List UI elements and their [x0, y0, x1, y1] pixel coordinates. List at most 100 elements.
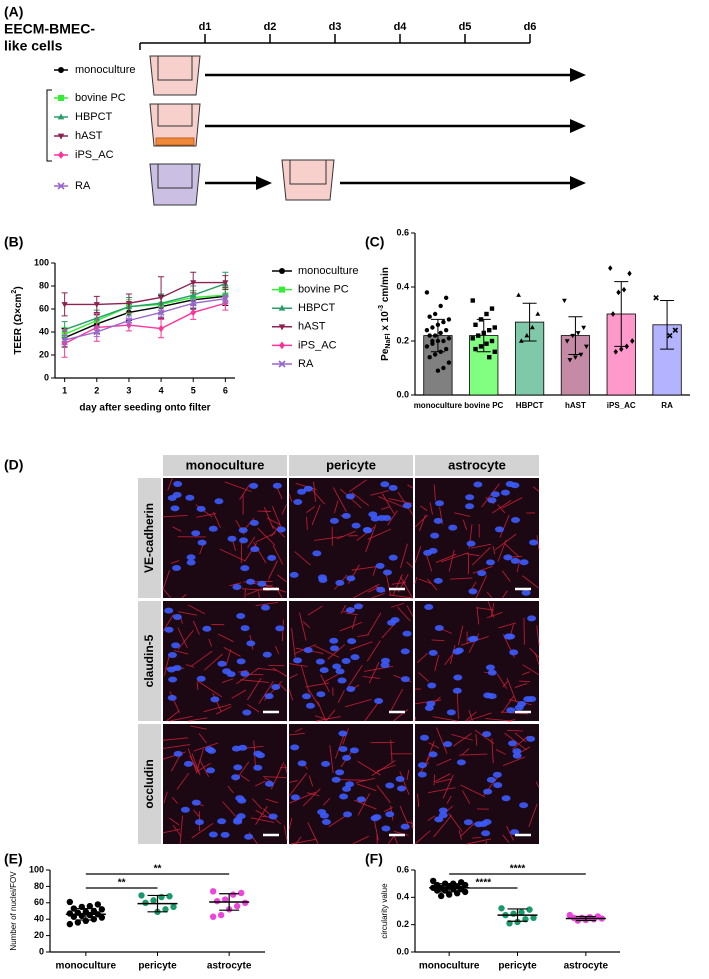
marker: [125, 317, 133, 324]
junction: [514, 682, 528, 688]
junction: [307, 605, 323, 616]
nucleus: [335, 769, 345, 776]
junction: [389, 688, 404, 713]
panel-label: (F): [365, 851, 383, 867]
nucleus: [343, 811, 353, 818]
junction: [258, 591, 260, 599]
y-tick-label: 80: [34, 881, 44, 891]
nucleus: [275, 625, 285, 632]
junction: [219, 548, 246, 562]
data-point: [98, 906, 106, 913]
junction: [492, 546, 496, 555]
marker: [443, 295, 449, 300]
marker: [564, 339, 570, 344]
junction: [362, 676, 381, 679]
junction: [257, 667, 278, 671]
marker: [489, 338, 495, 344]
marker: [435, 368, 441, 373]
junction: [263, 776, 288, 779]
label-part: TEER (Ω×cm: [13, 293, 24, 354]
nucleus: [342, 754, 352, 761]
nucleus: [345, 607, 355, 614]
junction: [294, 727, 303, 733]
junction: [365, 524, 377, 553]
junction: [433, 774, 435, 786]
data-point: [86, 902, 94, 910]
legend-label: iPS_AC: [298, 339, 337, 351]
y-tick-label: 60: [39, 303, 49, 313]
panel-label: (C): [365, 234, 384, 250]
junction: [383, 807, 393, 812]
nucleus: [417, 762, 427, 769]
nucleus: [191, 530, 201, 537]
series-line: [64, 283, 226, 331]
data-point: [437, 892, 445, 900]
marker: [473, 322, 478, 327]
axis-label: PeNaFl x 10-3 cm/min: [378, 267, 392, 361]
data-point: [166, 893, 173, 900]
marker: [441, 365, 446, 371]
junction: [414, 716, 417, 722]
marker: [190, 291, 197, 298]
marker: [581, 325, 587, 331]
nucleus: [380, 481, 390, 488]
column-label: astrocyte: [448, 457, 506, 472]
junction: [456, 691, 459, 720]
junction: [433, 484, 436, 501]
marker: [518, 338, 524, 343]
nucleus: [388, 554, 398, 561]
junction: [433, 815, 452, 838]
marker: [619, 346, 624, 352]
junction: [307, 822, 319, 845]
nucleus: [305, 702, 315, 709]
junction: [371, 593, 385, 599]
junction: [347, 665, 363, 688]
nucleus: [172, 491, 182, 498]
nucleus: [303, 647, 313, 654]
nucleus: [503, 633, 513, 640]
nucleus: [164, 626, 174, 633]
junction: [446, 795, 452, 804]
junction: [197, 680, 223, 698]
junction: [352, 835, 369, 845]
junction: [368, 661, 380, 684]
junction: [487, 601, 495, 618]
marker: [424, 328, 430, 333]
nucleus: [382, 569, 392, 576]
nucleus: [329, 645, 339, 652]
marker: [516, 292, 522, 297]
nucleus: [222, 668, 232, 675]
nucleus: [233, 764, 243, 771]
junction: [342, 728, 349, 745]
nucleus: [260, 604, 270, 611]
nucleus: [293, 657, 303, 664]
marker: [61, 302, 68, 308]
nucleus: [268, 813, 278, 820]
data-point: [74, 919, 82, 926]
data-point: [70, 913, 78, 920]
junction: [257, 528, 276, 546]
junction: [178, 611, 198, 616]
marker: [438, 303, 443, 309]
junction: [495, 749, 506, 755]
nucleus: [318, 576, 328, 583]
junction: [351, 615, 357, 630]
junction: [436, 758, 452, 766]
junction: [462, 519, 468, 531]
x-tick-label: monoculture: [414, 401, 463, 410]
junction: [245, 745, 264, 749]
marker: [427, 314, 432, 319]
junction: [472, 836, 481, 839]
nucleus: [244, 833, 254, 840]
nucleus: [433, 577, 443, 584]
nucleus: [196, 675, 206, 682]
nucleus: [180, 806, 190, 813]
x-axis-label: day after seeding onto filter: [79, 403, 210, 414]
junction: [340, 604, 347, 614]
day-label: d6: [524, 21, 537, 33]
well-diagrams: [149, 55, 335, 206]
nucleus: [500, 489, 510, 496]
junction: [470, 543, 492, 549]
nucleus: [443, 741, 453, 748]
junction: [425, 553, 433, 572]
